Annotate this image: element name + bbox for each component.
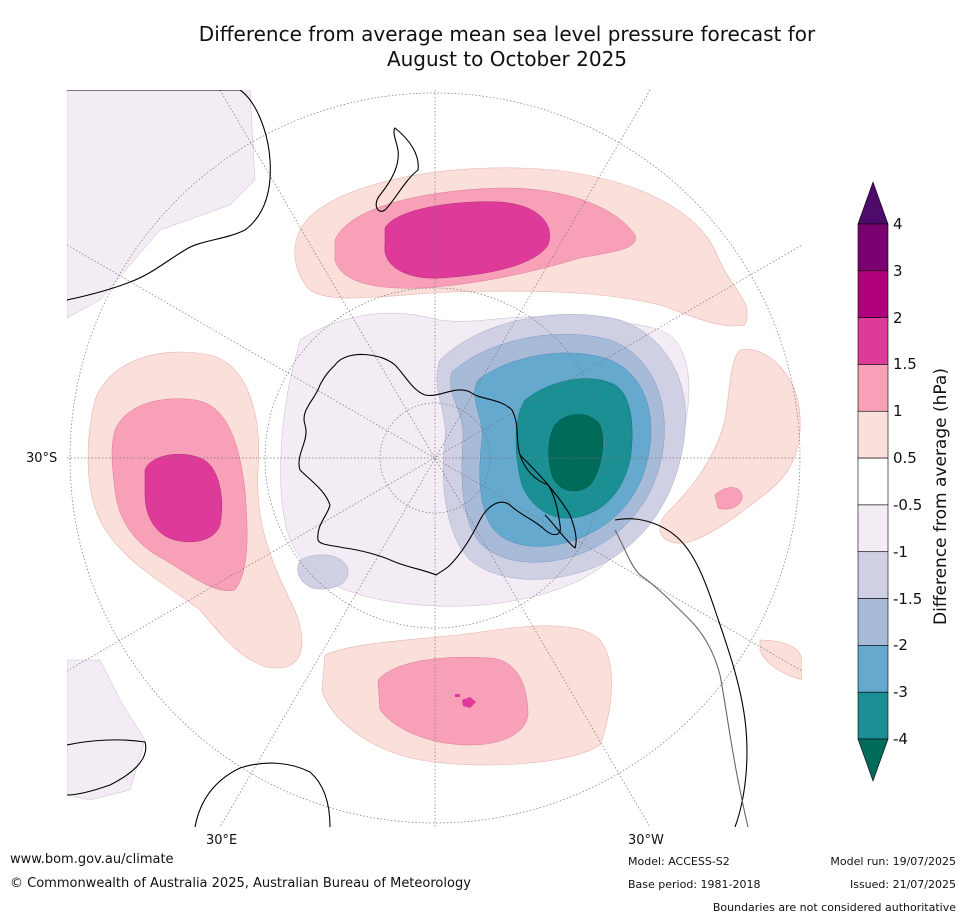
colorbar-tick-label: -3 [893, 683, 908, 702]
africa-coast [194, 762, 331, 827]
colorbar-tick-label: 1.5 [893, 355, 917, 374]
graticule [67, 90, 802, 827]
colorbar-tick-label: 0.5 [893, 449, 917, 468]
lat-label-30s: 30°S [26, 451, 58, 466]
madagascar-coast [67, 739, 147, 796]
colorbar [857, 181, 889, 782]
footer-base-period: Base period: 1981-2018 [628, 878, 761, 891]
colorbar-segment [857, 691, 889, 740]
title-line-2: August to October 2025 [386, 47, 628, 71]
footer-website[interactable]: www.bom.gov.au/climate [10, 852, 174, 867]
australia-coast [67, 90, 271, 301]
colorbar-tick-label: 2 [893, 308, 903, 327]
colorbar-arrow-bottom [857, 738, 889, 782]
colorbar-segment [857, 270, 889, 318]
colorbar-segment [857, 645, 889, 693]
coastlines [67, 90, 749, 827]
colorbar-segment [857, 317, 889, 365]
colorbar-segment [857, 364, 889, 412]
colorbar-tick-label: 3 [893, 261, 903, 280]
lon-label-30w: 30°W [628, 833, 664, 848]
lon-label-30e: 30°E [206, 833, 238, 848]
new-zealand-coast [375, 127, 419, 212]
colorbar-tick-label: -1.5 [893, 589, 923, 608]
south-america-coast [614, 518, 748, 827]
colorbar-tick-label: -4 [893, 730, 908, 748]
footer-disclaimer: Boundaries are not considered authoritat… [712, 901, 956, 914]
map-panel [67, 90, 802, 827]
map-title: Difference from average mean sea level p… [0, 22, 965, 72]
title-line-1: Difference from average mean sea level p… [198, 22, 816, 46]
footer-copyright: © Commonwealth of Australia 2025, Austra… [10, 876, 471, 891]
anomaly-magenta [144, 201, 550, 708]
colorbar-tick-label: -1 [893, 542, 908, 561]
footer-model-run: Model run: 19/07/2025 [830, 855, 956, 868]
colorbar-tick-label: 4 [893, 215, 903, 233]
colorbar-segment [857, 598, 889, 646]
colorbar-segment [857, 410, 889, 459]
colorbar-segment [857, 223, 889, 272]
antarctic-peninsula [519, 454, 577, 549]
colorbar-segment [857, 551, 889, 599]
colorbar-title: Difference from average (hPa) [931, 368, 951, 625]
footer-issued: Issued: 21/07/2025 [849, 878, 956, 891]
colorbar-tick-label: -0.5 [893, 495, 923, 514]
colorbar-tick-label: -2 [893, 636, 908, 655]
colorbar-segment [857, 504, 889, 553]
south-america-coast-west [614, 529, 749, 827]
anomaly-negative [297, 314, 686, 590]
colorbar-arrow-top [857, 181, 889, 225]
colorbar-tick-label: 1 [893, 402, 903, 421]
colorbar-segment [857, 457, 889, 506]
antarctica-coast [298, 353, 561, 576]
footer-model: Model: ACCESS-S2 [628, 855, 730, 868]
